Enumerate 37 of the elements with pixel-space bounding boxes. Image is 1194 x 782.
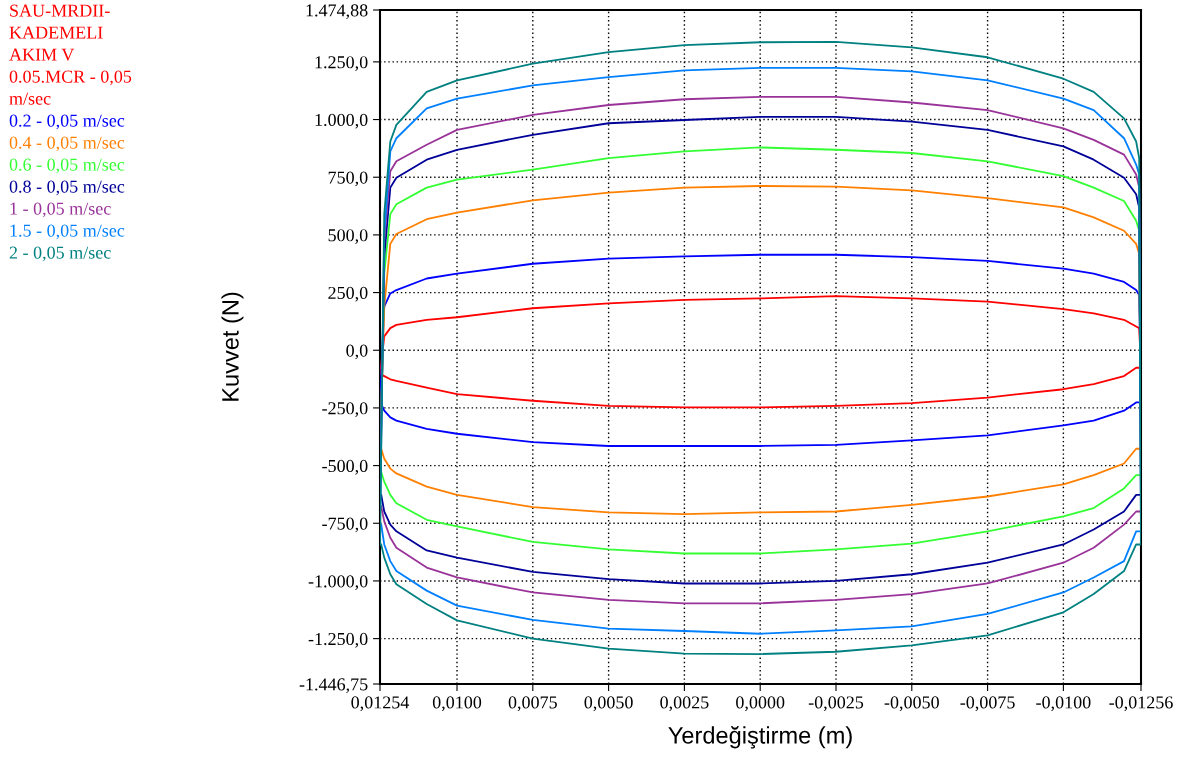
y-tick-label: 250,0 [328,286,368,302]
y-axis-title: Kuvvet (N) [221,292,244,401]
text: 1.5 - 0,05 m/sec [10,224,125,240]
text: 2 - 0,05 m/sec [9,246,111,262]
y-tick-label: 750,0 [328,171,368,187]
x-axis-title: Yerdeğiştirme (m) [668,726,852,749]
y-tick-label: -250,0 [322,402,368,417]
line-series [380,295,1141,409]
x-tick-label: -0,0025 [808,696,864,712]
y-tick-label: 1.250,0 [315,56,368,71]
x-tick-label: -0,0075 [960,696,1015,712]
y-tick-label: -1.000,0 [308,575,368,590]
y-tick-label: -750,0 [322,517,368,533]
x-tick-label: 0,0100 [432,696,482,712]
x-tick-label: -0,0100 [1036,696,1091,712]
legend-title: SAU-MRDII- KADEMELI AKIM V [9,4,110,61]
y-tick-label: 1.000,0 [315,113,368,129]
text: 0.2 - 0,05 m/sec [9,114,125,130]
text: 0.8 - 0,05 m/sec [9,180,125,196]
x-tick-label: 0,0050 [584,696,633,712]
y-tick-label: -1.250,0 [308,632,368,648]
x-tick-label: 0,0025 [660,696,709,712]
x-tick-label: -0,01256 [1109,696,1173,712]
text: 1 - 0,05 m/sec [10,202,111,218]
line-series [380,253,1141,447]
text: 0.05.MCR - 0,05 m/sec [9,70,132,105]
y-tick-label: 0,0 [346,344,368,360]
text: 0.4 - 0,05 m/sec [9,136,125,152]
x-tick-label: -0,0050 [884,696,939,712]
y-tick-label: 1.474,88 [306,4,368,20]
x-tick-label: 0,01254 [351,696,410,712]
y-tick-label: -500,0 [322,459,368,475]
y-tick-label: -1.446,75 [299,678,368,694]
x-tick-label: 0,0000 [736,696,785,712]
x-tick-label: 0,0075 [508,696,557,712]
y-tick-label: 500,0 [328,229,368,244]
text: 0.6 - 0,05 m/sec [9,158,125,174]
